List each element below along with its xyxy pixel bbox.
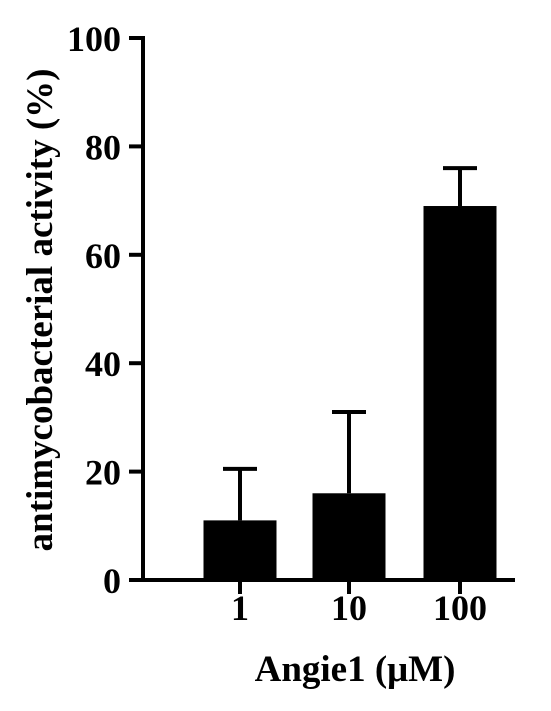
bar-10 — [312, 493, 386, 580]
x-axis-ticks: 1 10 100 — [231, 580, 487, 628]
y-tick-label: 20 — [85, 453, 121, 493]
y-axis-ticks: 0 20 40 60 80 100 — [67, 19, 143, 601]
bar-100 — [423, 206, 497, 580]
x-tick-label-1: 1 — [231, 588, 249, 628]
bars — [203, 206, 497, 580]
x-tick-label-100: 100 — [433, 588, 487, 628]
x-tick-label-10: 10 — [331, 588, 367, 628]
y-tick-label: 80 — [85, 127, 121, 167]
y-tick-label: 0 — [103, 561, 121, 601]
y-tick-label: 100 — [67, 19, 121, 59]
y-tick-label: 40 — [85, 344, 121, 384]
bar-1 — [203, 520, 277, 580]
y-tick-label: 60 — [85, 236, 121, 276]
x-axis-title: Angie1 (μM) — [255, 649, 456, 690]
error-bars — [223, 166, 477, 521]
y-axis-title: antimycobacterial activity (%) — [20, 69, 61, 552]
